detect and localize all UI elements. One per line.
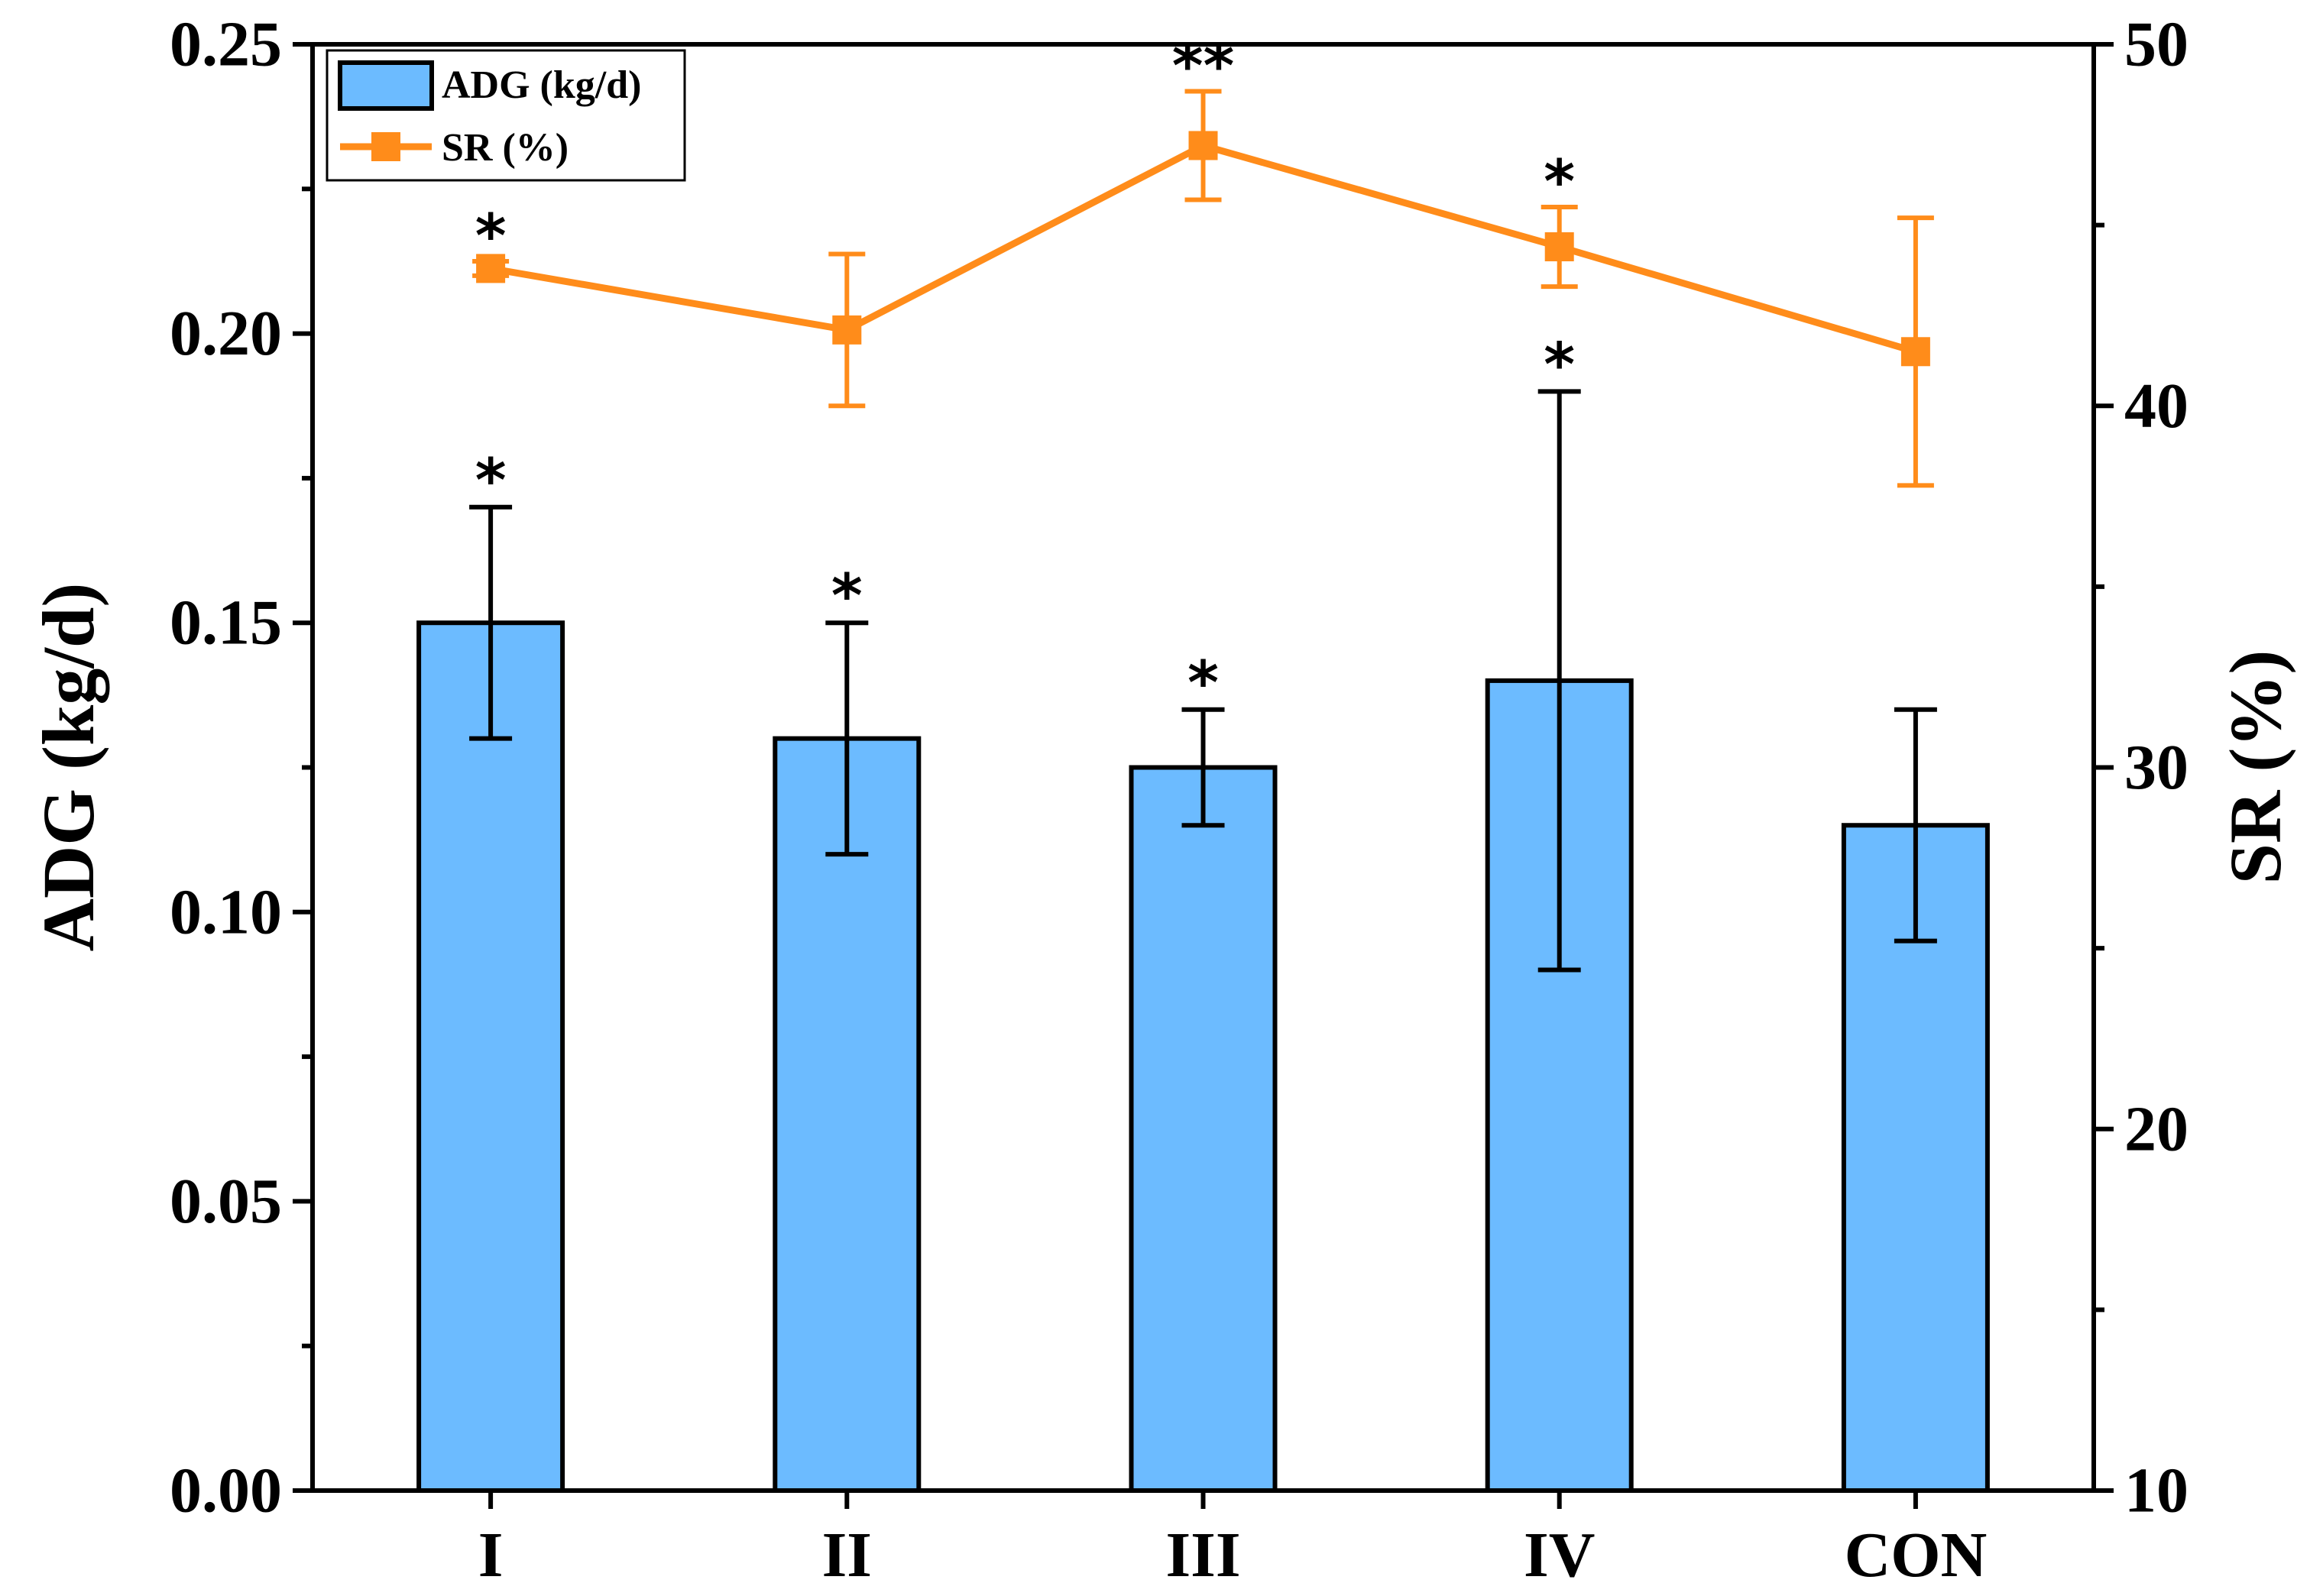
sr-marker-ii <box>832 315 862 345</box>
legend-sr-marker <box>371 132 400 161</box>
sr-marker-i <box>476 254 506 283</box>
adg-error-bar-ii <box>825 620 869 857</box>
x-tick-label-iv: IV <box>1524 1520 1595 1591</box>
x-tick-label-i: I <box>478 1520 504 1591</box>
adg-error-bar-con <box>1894 707 1937 944</box>
adg-significance-ii: * <box>831 562 863 631</box>
sr-significance-i: * <box>475 202 507 271</box>
x-axis-ticks: I II III IV CON <box>478 1491 1987 1591</box>
sr-markers <box>476 131 1930 367</box>
sr-significance-iv: * <box>1544 148 1575 217</box>
sr-marker-iv <box>1544 232 1574 262</box>
right-tick-label-50: 50 <box>2124 9 2189 80</box>
legend-sr-label: SR (%) <box>442 126 569 170</box>
x-tick-label-ii: II <box>822 1520 872 1591</box>
adg-bar-iii <box>1129 765 1278 1493</box>
left-tick-label-0-10: 0.10 <box>170 876 282 947</box>
adg-bar-iv <box>1485 678 1634 1493</box>
adg-significance-iv: * <box>1544 331 1575 400</box>
adg-error-bars <box>469 389 1937 973</box>
right-tick-label-20: 20 <box>2124 1093 2189 1164</box>
left-tick-label-0-20: 0.20 <box>170 298 282 369</box>
legend-adg-label: ADG (kg/d) <box>442 63 641 107</box>
adg-bar-i <box>416 620 565 1494</box>
left-tick-label-0-05: 0.05 <box>170 1166 282 1237</box>
sr-marker-iii <box>1188 131 1218 160</box>
adg-significance-iii: * <box>1187 649 1219 718</box>
legend: ADG (kg/d) SR (%) <box>326 49 686 182</box>
sr-marker-con <box>1900 337 1930 367</box>
right-tick-label-10: 10 <box>2124 1455 2189 1526</box>
right-axis-title: SR (%) <box>2214 650 2296 885</box>
adg-bar-ii <box>773 736 922 1493</box>
left-axis-ticks: 0.00 0.05 0.10 0.15 0.20 0.25 <box>170 9 313 1526</box>
left-axis-title: ADG (kg/d) <box>28 583 109 952</box>
left-tick-label-0-15: 0.15 <box>170 588 282 659</box>
legend-adg-swatch <box>338 60 434 111</box>
right-tick-label-40: 40 <box>2124 371 2189 442</box>
right-axis-ticks: 10 20 30 40 50 <box>2094 9 2189 1526</box>
right-tick-label-30: 30 <box>2124 732 2189 803</box>
left-tick-label-0-00: 0.00 <box>170 1455 282 1526</box>
adg-error-bar-iv <box>1537 389 1581 973</box>
adg-error-bar-iii <box>1181 707 1225 828</box>
x-tick-label-iii: III <box>1165 1520 1240 1591</box>
left-tick-label-0-25: 0.25 <box>170 9 282 80</box>
adg-significance-i: * <box>475 447 507 516</box>
adg-error-bar-i <box>469 504 513 741</box>
x-tick-label-con: CON <box>1845 1520 1988 1591</box>
